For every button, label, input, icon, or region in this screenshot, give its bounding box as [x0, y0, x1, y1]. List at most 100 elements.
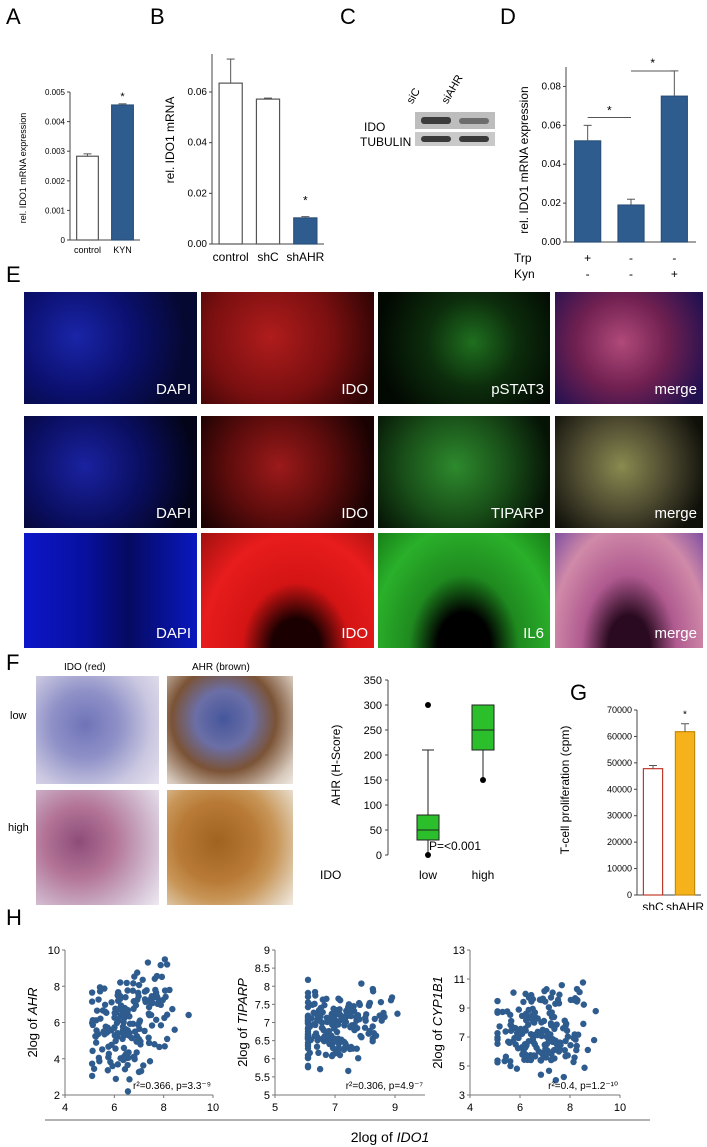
panel-a-ytick-label: 0.001	[45, 206, 66, 215]
panel-h-data-point	[553, 1046, 560, 1053]
micrograph-r3-c3: IL6	[378, 533, 550, 648]
panel-h-data-point	[101, 1001, 109, 1008]
panel-g-ytick-label: 10000	[607, 864, 632, 874]
panel-h-data-point	[88, 1060, 96, 1067]
panel-b-bar	[218, 82, 243, 245]
panel-h-data-point	[513, 1065, 521, 1072]
panel-d-ytick-label: 0.06	[542, 120, 562, 131]
panel-h-data-point	[547, 994, 555, 1001]
panel-h-ytick-label: 4	[54, 1054, 60, 1066]
panel-h-data-point	[104, 1025, 112, 1033]
panel-h-data-point	[103, 1009, 110, 1016]
panel-h-ytick-label: 7	[264, 1018, 270, 1030]
ihc-low-ido-image	[36, 676, 159, 784]
panel-h-stat: r²=0.306, p=4.9⁻⁷	[346, 1081, 424, 1092]
micrograph-caption: IL6	[523, 625, 544, 642]
panel-h-data-point	[528, 991, 535, 999]
panel-h-data-point	[119, 1035, 126, 1043]
panel-h-data-point	[590, 1036, 598, 1044]
panel-h-data-point	[169, 1005, 176, 1013]
panel-h-ytick-label: 7	[459, 1032, 465, 1044]
panel-h-data-point	[548, 1009, 556, 1016]
panel-h-data-point	[347, 1012, 355, 1020]
panel-h-data-point	[130, 980, 137, 987]
panel-h-data-point	[350, 1002, 357, 1010]
panel-h-data-point	[356, 1001, 364, 1009]
panel-h-data-point	[329, 1044, 337, 1052]
panel-h-data-point	[142, 998, 149, 1006]
panel-label-e: E	[6, 262, 21, 287]
panel-h-data-point	[117, 1012, 124, 1019]
panel-h-xtick-label: 4	[62, 1102, 68, 1114]
panel-h-data-point	[304, 1041, 312, 1049]
panel-h-data-point	[556, 991, 563, 998]
panel-d-chart: rel. IDO1 mRNA expression 0.00 0.02 0.04 0.…	[514, 56, 696, 281]
panel-h-data-point	[124, 1009, 131, 1016]
panel-h-data-point	[105, 1050, 113, 1058]
panel-h-data-point	[576, 988, 583, 996]
ihc-title-ahr: AHR (brown)	[192, 662, 250, 673]
panel-h-data-point	[548, 1050, 555, 1058]
panel-h-data-point	[521, 1041, 529, 1048]
panel-h-data-point	[312, 992, 319, 999]
panel-a-ytick-label: 0.002	[45, 177, 66, 186]
panel-b-ytick-label: 0.04	[188, 138, 208, 149]
panel-g-ytick-label: 0	[627, 890, 632, 900]
panel-h-xlabel: 2log of IDO1	[351, 1129, 430, 1145]
panel-h-data-point	[371, 1015, 378, 1023]
panel-a-ytick-label: 0	[61, 236, 66, 245]
panel-h-data-point	[139, 976, 146, 983]
panel-d-bar	[660, 95, 688, 243]
panel-a-category-label: KYN	[113, 245, 132, 255]
panel-a-ytick-label: 0.004	[45, 118, 66, 127]
panel-g-chart: T-cell proliferation (cpm) 0 10000 20000 30…	[558, 705, 704, 910]
panel-h-data-point	[538, 996, 545, 1004]
panel-h-data-point	[579, 979, 587, 986]
panel-h-data-point	[104, 1067, 112, 1074]
panel-h-data-point	[316, 1017, 324, 1025]
panel-h-ytick-label: 3	[459, 1090, 465, 1102]
panel-h-data-point	[304, 1035, 312, 1042]
panel-h-data-point	[145, 1039, 153, 1047]
panel-h-data-point	[540, 1017, 548, 1025]
panel-h-data-point	[564, 1052, 571, 1059]
panel-h-data-point	[362, 1017, 369, 1024]
panel-h-data-point	[95, 1054, 103, 1062]
panel-h-data-point	[96, 988, 104, 995]
panel-d-trp-sign: +	[584, 251, 591, 265]
panel-h-data-point	[98, 1046, 106, 1053]
panel-b-chart: rel. IDO1 mRNA 0.00 0.02 0.04 0.06 control s…	[163, 54, 325, 264]
panel-h-data-point	[129, 987, 137, 994]
panel-h-data-point	[494, 1059, 501, 1066]
panel-b-bar	[293, 217, 318, 245]
panel-h-data-point	[502, 1028, 509, 1035]
panel-h-data-point	[323, 1018, 331, 1026]
micrograph-caption: IDO	[341, 505, 368, 522]
panel-h-data-point	[93, 1027, 100, 1034]
micrograph-r3-c4: merge	[555, 533, 703, 648]
panel-d-trp-sign: -	[672, 251, 676, 265]
panel-f-box-high	[471, 704, 495, 751]
panel-h-data-point	[528, 1053, 536, 1060]
panel-h-data-point	[502, 1053, 510, 1060]
panel-h-data-point	[152, 986, 159, 994]
panel-h-data-point	[380, 1009, 387, 1017]
panel-h-data-point	[548, 1013, 556, 1021]
panel-h-data-point	[114, 1032, 121, 1040]
panel-h-data-point	[529, 1017, 537, 1024]
panel-h-data-point	[552, 1076, 560, 1084]
panel-h-data-point	[146, 1058, 154, 1065]
panel-b-category-label: shAHR	[286, 250, 324, 264]
panel-h-data-point	[508, 1017, 515, 1025]
panel-f-category-label: low	[419, 868, 437, 882]
panel-h-data-point	[304, 999, 312, 1006]
panel-h-data-point	[377, 998, 385, 1006]
panel-h-data-point	[143, 987, 150, 994]
micrograph-r2-c2: IDO	[201, 416, 374, 528]
panel-h-data-point	[539, 1026, 546, 1033]
panel-h-data-point	[494, 997, 501, 1005]
panel-h-data-point	[304, 1015, 312, 1022]
panel-b-ytick-label: 0.00	[188, 239, 208, 250]
panel-f-ytick-label: 350	[364, 675, 382, 687]
